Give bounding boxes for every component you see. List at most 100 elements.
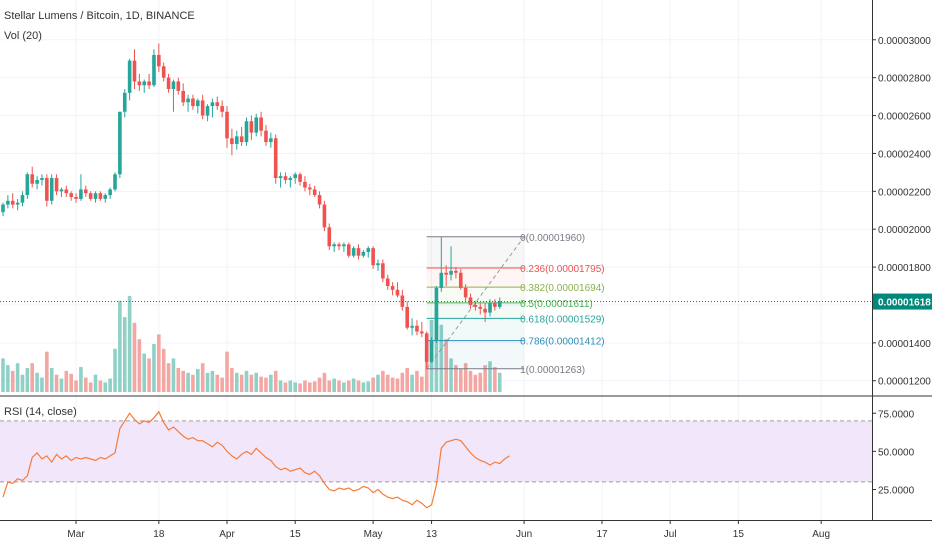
candle-body <box>161 66 166 78</box>
volume-bar <box>181 370 185 392</box>
volume-bar <box>468 370 473 392</box>
volume-indicator-label[interactable]: Vol (20) <box>4 30 42 42</box>
volume-bar <box>215 374 220 392</box>
volume-bar <box>127 296 132 392</box>
volume-bar <box>69 373 73 392</box>
candle-body <box>361 251 366 256</box>
volume-bar <box>493 367 497 392</box>
volume-bar <box>196 368 200 392</box>
candle-body <box>25 174 30 196</box>
candle-body <box>35 179 39 184</box>
candle-body <box>171 81 176 90</box>
volume-bar <box>415 370 419 392</box>
last-price-label: 0.00001618 <box>878 298 931 309</box>
fib-level-label: 0(0.00001960) <box>520 233 585 244</box>
volume-bar <box>405 368 410 392</box>
candle-body <box>196 100 200 107</box>
volume-bar <box>113 348 117 392</box>
candle-body <box>420 331 424 334</box>
price-tick-label: 0.00001800 <box>878 263 931 274</box>
price-tick-label: 0.00002000 <box>878 225 931 236</box>
volume-bar <box>259 376 263 392</box>
volume-bar <box>303 380 307 392</box>
volume-bar <box>40 377 44 392</box>
candle-body <box>424 333 429 362</box>
volume-bar <box>45 351 49 392</box>
candle-body <box>127 60 132 93</box>
candle-body <box>191 98 195 107</box>
last-price-tag[interactable] <box>873 293 932 310</box>
rsi-indicator-label[interactable]: RSI (14, close) <box>4 406 77 418</box>
candle-body <box>283 176 288 180</box>
volume-bar <box>15 363 20 392</box>
fib-level-label: 0.618(0.00001529) <box>520 314 605 325</box>
candle-body <box>79 189 83 199</box>
volume-bar <box>439 324 444 392</box>
candle-body <box>337 244 341 247</box>
volume-bar <box>186 372 190 392</box>
volume-bar <box>234 372 239 392</box>
volume-bar <box>395 378 400 392</box>
candle-body <box>166 77 171 90</box>
candle-body <box>15 202 20 205</box>
candle-body <box>54 178 59 192</box>
candle-body <box>200 100 205 116</box>
volume-bar <box>488 361 492 392</box>
price-tick-label: 0.00002800 <box>878 74 931 85</box>
candle-body <box>458 272 463 288</box>
candle-body <box>303 181 307 188</box>
fib-zone <box>426 318 525 341</box>
fibonacci-retracement[interactable]: 0(0.00001960) 0.236(0.00001795) 0.382(0.00… <box>426 233 605 376</box>
volume-bar <box>473 374 478 392</box>
volume-bar <box>410 374 414 392</box>
candle-body <box>1 204 5 213</box>
time-tick-label: 15 <box>290 529 302 540</box>
candle-body <box>142 81 147 86</box>
candle-body <box>98 193 103 199</box>
candle-body <box>390 286 395 290</box>
candle-body <box>429 340 434 362</box>
candle-body <box>186 98 190 103</box>
fib-level-label: 0.786(0.00001412) <box>520 337 605 348</box>
fib-level-label: 0.5(0.00001611) <box>520 299 593 310</box>
volume-bar <box>497 372 502 392</box>
candle-body <box>381 263 385 279</box>
volume-bar <box>59 378 64 392</box>
volume-bar <box>444 339 448 392</box>
volume-bar <box>35 372 39 392</box>
candle-body <box>288 178 293 180</box>
volume-bar <box>454 365 458 392</box>
candle-body <box>449 270 453 275</box>
volume-bar <box>312 381 317 392</box>
volume-bar <box>244 370 249 392</box>
time-tick-label: Jun <box>516 529 532 540</box>
candle-body <box>249 121 254 133</box>
candle-body <box>93 193 98 199</box>
volume-bar <box>356 380 361 392</box>
candle-body <box>69 193 73 197</box>
volume-bar <box>88 382 93 392</box>
candle-body <box>59 189 64 192</box>
candle-body <box>83 189 88 194</box>
candle-body <box>108 189 112 196</box>
symbol-title[interactable]: Stellar Lumens / Bitcoin, 1D, BINANCE <box>4 10 195 22</box>
volume-bar <box>20 374 25 392</box>
price-tick-label: 0.00003000 <box>878 36 931 47</box>
candle-body <box>113 174 117 190</box>
candle-body <box>478 306 483 309</box>
candle-body <box>254 117 259 133</box>
volume-bar <box>64 370 69 392</box>
candle-body <box>395 289 400 296</box>
volume-bar <box>142 353 147 392</box>
volume-bar <box>308 382 312 392</box>
volume-bar <box>293 382 297 392</box>
volume-bar <box>322 372 327 392</box>
volume-bar <box>1 358 5 392</box>
volume-bar <box>342 382 346 392</box>
candle-body <box>322 204 327 228</box>
candle-body <box>308 187 312 190</box>
volume-bar <box>337 380 341 392</box>
candle-body <box>264 130 268 143</box>
